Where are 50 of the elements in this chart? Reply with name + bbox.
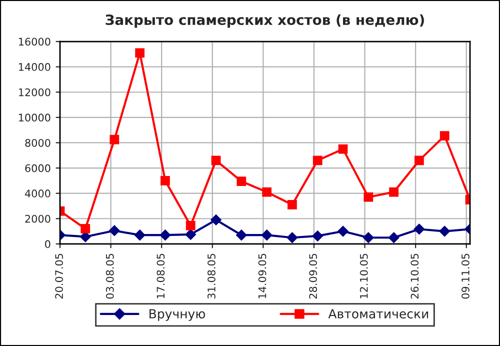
- point: [80, 224, 90, 234]
- y-tick-label: 10000: [18, 114, 50, 122]
- legend-label: Вручную: [150, 309, 206, 321]
- x-tick-label: 26.10.05: [410, 254, 419, 299]
- point: [338, 144, 348, 154]
- point: [261, 230, 272, 241]
- point: [210, 214, 222, 226]
- point: [236, 230, 247, 241]
- point: [236, 176, 246, 186]
- x-tick-label: 28.09.05: [309, 254, 318, 299]
- y-tick-label: 8000: [25, 138, 50, 147]
- point: [185, 229, 196, 240]
- x-tick-label: 09.11.05: [462, 254, 470, 299]
- y-tick-label: 16000: [18, 38, 50, 46]
- point: [135, 48, 145, 58]
- x-tick-label: 03.08.05: [106, 254, 114, 299]
- point: [440, 131, 450, 140]
- y-tick-label: 4000: [24, 190, 50, 198]
- point: [312, 156, 322, 166]
- point: [160, 230, 171, 241]
- point: [439, 226, 450, 237]
- point: [286, 232, 298, 244]
- point: [364, 192, 374, 202]
- legend-label: Автоматически: [328, 309, 428, 318]
- point: [110, 134, 120, 144]
- point: [134, 230, 146, 241]
- point: [108, 225, 120, 236]
- y-tick-label: 12000: [18, 88, 50, 96]
- y-tick-label: 0: [45, 240, 50, 248]
- point: [414, 224, 425, 235]
- point: [388, 232, 400, 244]
- x-tick-label: 31.08.05: [208, 254, 216, 299]
- point: [262, 187, 272, 197]
- point: [338, 226, 348, 237]
- x-tick-label: 14.09.05: [258, 254, 266, 298]
- chart-title: Закрыто спамерских хостов (в неделю): [106, 14, 424, 28]
- point: [211, 156, 221, 166]
- point: [160, 176, 170, 186]
- point: [288, 200, 297, 210]
- y-tick-label: 2000: [25, 214, 50, 223]
- x-tick-label: 12.10.05: [360, 254, 368, 298]
- x-tick-label: 17.08.05: [156, 254, 165, 298]
- point: [389, 187, 398, 197]
- x-tick-label: 20.07.05: [55, 254, 64, 299]
- point: [186, 220, 196, 230]
- y-tick-label: 14000: [18, 63, 50, 71]
- point: [414, 156, 424, 166]
- point: [362, 232, 374, 244]
- y-tick-label: 6000: [25, 164, 50, 172]
- point: [312, 230, 324, 242]
